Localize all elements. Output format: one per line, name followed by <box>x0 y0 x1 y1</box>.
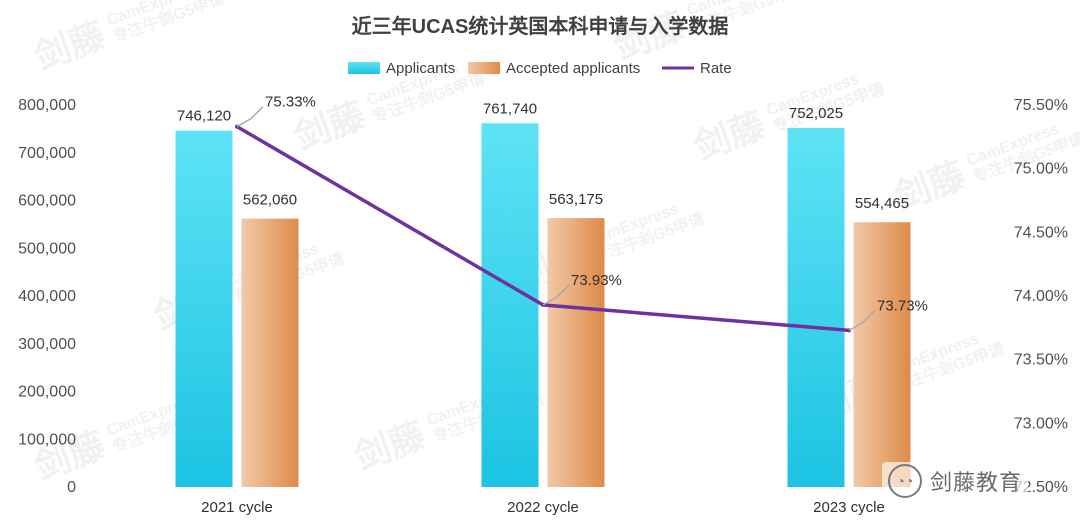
left-tick-label: 300,000 <box>18 336 76 353</box>
rate-label: 73.93% <box>571 272 622 289</box>
right-tick-label: 75.50% <box>1014 97 1068 114</box>
rate-line <box>235 106 876 333</box>
left-tick-label: 800,000 <box>18 97 76 114</box>
legend-swatch <box>468 62 500 74</box>
svg-text:剑藤: 剑藤 <box>689 104 771 167</box>
svg-text:剑藤: 剑藤 <box>29 14 111 77</box>
bars <box>175 123 911 488</box>
left-tick-label: 500,000 <box>18 240 76 257</box>
bar-label-accepted: 563,175 <box>549 191 603 208</box>
left-tick-label: 600,000 <box>18 193 76 210</box>
legend-swatch <box>348 62 380 74</box>
bar-label-accepted: 554,465 <box>855 195 909 212</box>
category-label: 2021 cycle <box>201 499 273 516</box>
legend: Applicants Accepted applicants Rate <box>348 60 732 77</box>
right-axis: 72.50%73.00%73.50%74.00%74.50%75.00%75.5… <box>1014 97 1068 496</box>
category-labels: 2021 cycle 2022 cycle 2023 cycle <box>201 499 885 516</box>
rate-leader <box>848 309 876 332</box>
rate-leader <box>542 284 570 306</box>
bar-label-applicants: 746,120 <box>177 108 231 125</box>
bar-applicants <box>787 127 845 487</box>
bar-applicants <box>481 123 539 487</box>
bar-applicants <box>175 130 233 487</box>
bar-label-accepted: 562,060 <box>243 192 297 209</box>
rate-label: 75.33% <box>265 94 316 111</box>
legend-label: Accepted applicants <box>506 60 640 77</box>
left-tick-label: 200,000 <box>18 384 76 401</box>
legend-item: Rate <box>662 60 732 77</box>
bar-label-applicants: 752,025 <box>789 105 843 122</box>
category-label: 2022 cycle <box>507 499 579 516</box>
legend-label: Rate <box>700 60 732 77</box>
bar-accepted <box>547 218 605 488</box>
brand-badge: ◔◔ 剑藤教育 <box>881 462 1028 500</box>
right-tick-label: 73.00% <box>1014 415 1068 432</box>
right-tick-label: 73.50% <box>1014 352 1068 369</box>
left-tick-label: 700,000 <box>18 145 76 162</box>
rate-polyline <box>236 125 850 333</box>
left-tick-label: 400,000 <box>18 288 76 305</box>
left-tick-label: 100,000 <box>18 431 76 448</box>
legend-item: Accepted applicants <box>468 60 640 77</box>
bar-accepted <box>853 222 911 487</box>
chart-title: 近三年UCAS统计英国本科申请与入学数据 <box>352 14 729 38</box>
data-labels: 746,120 562,060 761,740 563,175 752,025 554,4… <box>177 94 928 315</box>
category-label: 2023 cycle <box>813 499 885 516</box>
legend-item: Applicants <box>348 60 455 77</box>
brand-name: 剑藤教育 <box>929 471 1022 496</box>
right-tick-label: 74.00% <box>1014 288 1068 305</box>
svg-text:剑藤: 剑藤 <box>349 414 431 477</box>
right-tick-label: 74.50% <box>1014 224 1068 241</box>
wechat-icon: ◔◔ <box>887 464 922 498</box>
right-tick-label: 75.00% <box>1014 161 1068 178</box>
bar-label-applicants: 761,740 <box>483 100 537 117</box>
bar-accepted <box>241 218 299 488</box>
left-axis: 0 100,000 200,000 300,000 400,000 500,000 600,… <box>18 97 76 496</box>
rate-leader <box>236 106 264 128</box>
left-tick-label: 0 <box>67 479 76 496</box>
legend-label: Applicants <box>386 60 455 77</box>
rate-label: 73.73% <box>877 297 928 314</box>
